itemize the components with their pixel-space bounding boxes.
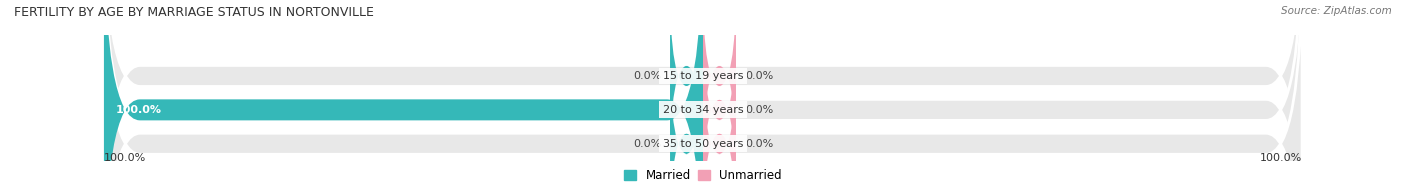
Text: 0.0%: 0.0% [745,105,773,115]
Text: FERTILITY BY AGE BY MARRIAGE STATUS IN NORTONVILLE: FERTILITY BY AGE BY MARRIAGE STATUS IN N… [14,6,374,19]
FancyBboxPatch shape [703,53,735,196]
Text: 35 to 50 years: 35 to 50 years [662,139,744,149]
FancyBboxPatch shape [671,0,703,167]
FancyBboxPatch shape [671,53,703,196]
Text: 15 to 19 years: 15 to 19 years [662,71,744,81]
Legend: Married, Unmarried: Married, Unmarried [624,169,782,182]
FancyBboxPatch shape [104,0,1302,196]
Text: 100.0%: 100.0% [1260,153,1302,163]
FancyBboxPatch shape [104,0,1302,196]
Text: Source: ZipAtlas.com: Source: ZipAtlas.com [1281,6,1392,16]
Text: 0.0%: 0.0% [633,71,661,81]
FancyBboxPatch shape [104,0,703,196]
Text: 20 to 34 years: 20 to 34 years [662,105,744,115]
FancyBboxPatch shape [104,0,1302,196]
Text: 0.0%: 0.0% [745,71,773,81]
FancyBboxPatch shape [703,0,735,167]
Text: 0.0%: 0.0% [745,139,773,149]
FancyBboxPatch shape [703,19,735,196]
Text: 100.0%: 100.0% [115,105,162,115]
Text: 100.0%: 100.0% [104,153,146,163]
Text: 0.0%: 0.0% [633,139,661,149]
